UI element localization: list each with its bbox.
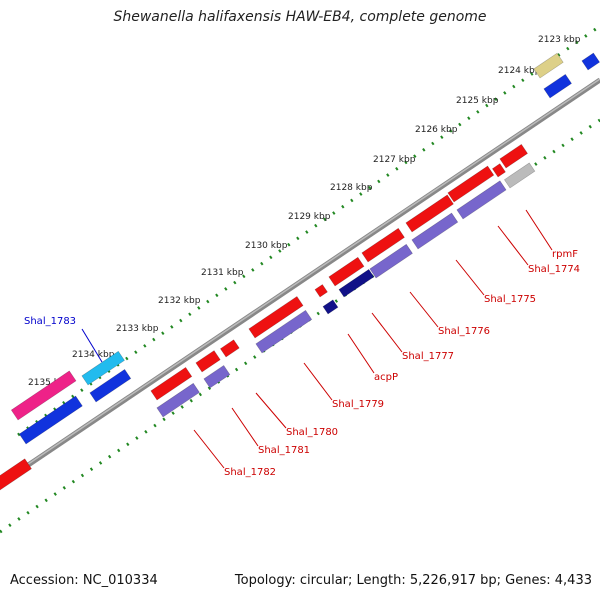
callout-line-shal_1774 bbox=[497, 225, 529, 266]
feature-gene-1782 bbox=[156, 382, 200, 418]
feature-gene-1777 bbox=[338, 268, 375, 298]
feature-gene-rpmF bbox=[503, 162, 536, 189]
callout-line-rpmf bbox=[525, 209, 553, 251]
callout-line-acpp bbox=[347, 333, 375, 374]
feature-gene-1775 bbox=[411, 212, 459, 250]
tick-label-2134: 2134 kbp bbox=[72, 350, 115, 360]
callout-line-shal_1779 bbox=[303, 362, 333, 401]
tick-label-2135: 2135 kbp bbox=[28, 378, 71, 388]
feature-cds-2 bbox=[491, 163, 506, 178]
feature-gene-1776 bbox=[369, 243, 413, 279]
map-title: Shewanella halifaxensis HAW-EB4, complet… bbox=[113, 9, 487, 25]
feature-cds-10 bbox=[195, 350, 221, 373]
gene-label-shal_1775[interactable]: Shal_1775 bbox=[484, 294, 536, 305]
feature-gene-magenta bbox=[10, 370, 77, 421]
feature-cds-9 bbox=[219, 339, 240, 358]
feature-gene-1774 bbox=[456, 180, 507, 220]
feature-cds-5 bbox=[361, 227, 405, 263]
tick-label-2125: 2125 kbp bbox=[456, 96, 499, 106]
tick-label-2123: 2123 kbp bbox=[538, 35, 581, 45]
genome-summary: Topology: circular; Length: 5,226,917 bp… bbox=[234, 573, 592, 588]
tick-label-2131: 2131 kbp bbox=[201, 268, 244, 278]
gene-label-shal_1782[interactable]: Shal_1782 bbox=[224, 467, 276, 478]
feature-cds-3 bbox=[447, 165, 495, 203]
callout-line-shal_1782 bbox=[193, 429, 225, 469]
feature-gene-1783-cyan bbox=[81, 350, 125, 386]
callout-line-shal_1777 bbox=[371, 312, 403, 353]
genome-backbone-highlight bbox=[0, 78, 600, 484]
feature-gene-pale bbox=[533, 52, 564, 79]
feature-gene-blue-top bbox=[543, 73, 572, 99]
feature-gene-blue-edge bbox=[581, 52, 600, 71]
feature-cds-6 bbox=[328, 256, 365, 287]
feature-gene-1779 bbox=[255, 309, 313, 354]
gene-label-shal_1781[interactable]: Shal_1781 bbox=[258, 445, 310, 456]
gene-label-rpmf[interactable]: rpmF bbox=[552, 249, 578, 260]
gene-label-shal_1783[interactable]: Shal_1783 bbox=[24, 316, 76, 327]
feature-gene-acpP bbox=[322, 299, 339, 315]
gene-label-acpp[interactable]: acpP bbox=[374, 372, 398, 383]
tick-label-2128: 2128 kbp bbox=[330, 183, 373, 193]
callout-line-shal_1783 bbox=[81, 328, 103, 363]
gene-label-shal_1779[interactable]: Shal_1779 bbox=[332, 399, 384, 410]
feature-cds-4 bbox=[405, 194, 454, 233]
feature-gene-blue-long bbox=[18, 395, 83, 445]
feature-cds-1 bbox=[499, 143, 528, 169]
gene-label-shal_1777[interactable]: Shal_1777 bbox=[402, 351, 454, 362]
feature-gene-1781 bbox=[203, 365, 231, 389]
tick-label-2130: 2130 kbp bbox=[245, 241, 288, 251]
tick-label-2124: 2124 kbp bbox=[498, 66, 541, 76]
tick-label-2126: 2126 kbp bbox=[415, 125, 458, 135]
callout-line-shal_1780 bbox=[255, 392, 287, 429]
callout-line-shal_1781 bbox=[231, 407, 259, 447]
callout-line-shal_1776 bbox=[409, 291, 439, 328]
gene-label-shal_1780[interactable]: Shal_1780 bbox=[286, 427, 338, 438]
tick-label-2132: 2132 kbp bbox=[158, 296, 201, 306]
feature-cds-11 bbox=[150, 366, 193, 401]
tick-label-2129: 2129 kbp bbox=[288, 212, 331, 222]
feature-cds-8 bbox=[248, 296, 304, 339]
callout-line-shal_1775 bbox=[455, 259, 485, 296]
feature-gene-1783-blue bbox=[89, 368, 132, 403]
tick-label-2133: 2133 kbp bbox=[116, 324, 159, 334]
feature-cds-7 bbox=[314, 284, 328, 298]
gene-label-shal_1774[interactable]: Shal_1774 bbox=[528, 264, 580, 275]
feature-cds-12 bbox=[0, 458, 32, 491]
accession-text: Accession: NC_010334 bbox=[10, 573, 158, 588]
gene-label-shal_1776[interactable]: Shal_1776 bbox=[438, 326, 490, 337]
genome-backbone bbox=[0, 77, 600, 487]
tick-label-2127: 2127 kbp bbox=[373, 155, 416, 165]
